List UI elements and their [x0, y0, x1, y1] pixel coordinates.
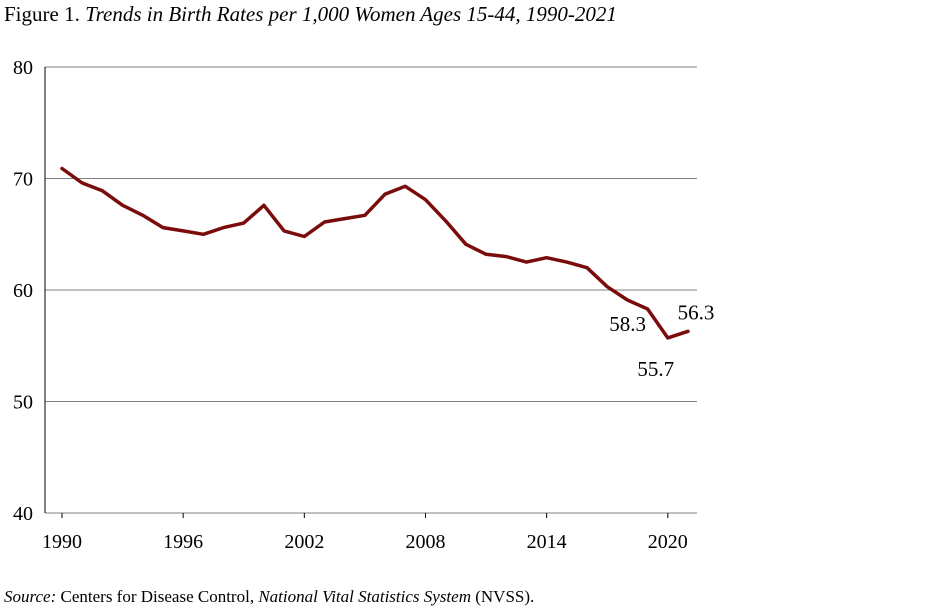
x-tick-label: 1990	[42, 531, 82, 553]
x-tick-label: 2008	[405, 531, 445, 553]
source-note: Source: Centers for Disease Control, Nat…	[4, 587, 534, 607]
x-tick-label: 2002	[284, 531, 324, 553]
x-tick-label: 2014	[527, 531, 567, 553]
x-axis: 1990 1996 2002 2008 2014 2020	[42, 513, 688, 553]
series-line	[60, 166, 690, 340]
x-tick-label: 2020	[648, 531, 688, 553]
series-line-group	[60, 166, 690, 340]
y-tick-label: 80	[13, 57, 33, 79]
figure-number: Figure 1.	[4, 2, 80, 26]
source-text-a: Centers for Disease Control,	[60, 587, 255, 606]
gridlines	[45, 66, 697, 514]
source-text-b: (NVSS).	[475, 587, 535, 606]
data-label-2019: 58.3	[609, 312, 646, 336]
data-label-2021: 56.3	[678, 300, 715, 324]
y-tick-label: 70	[13, 169, 33, 191]
figure-title: Trends in Birth Rates per 1,000 Women Ag…	[85, 2, 617, 26]
y-tick-label: 40	[13, 503, 33, 525]
y-axis: 40 50 60 70 80	[13, 57, 46, 525]
data-labels: 58.3 55.7 56.3	[609, 300, 714, 381]
y-tick-label: 60	[13, 280, 33, 302]
data-label-2020: 55.7	[637, 357, 674, 381]
chart-title: Figure 1. Trends in Birth Rates per 1,00…	[4, 2, 617, 27]
source-label: Source:	[4, 587, 57, 606]
x-tick-label: 1996	[163, 531, 203, 553]
y-tick-label: 50	[13, 392, 33, 414]
source-italic: National Vital Statistics System	[258, 587, 471, 606]
